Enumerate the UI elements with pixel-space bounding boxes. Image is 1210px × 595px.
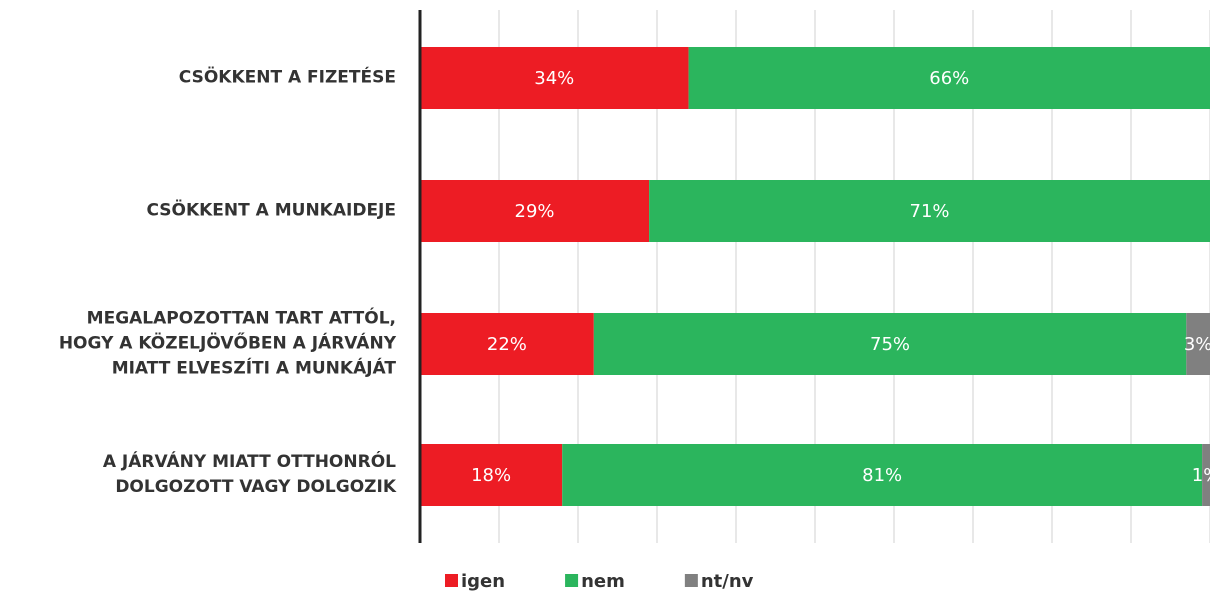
bar-segment [420,444,563,506]
data-label: 29% [515,201,555,222]
bar-segment [562,444,1203,506]
category-label: CSÖKKENT A MUNKAIDEJE [146,200,396,221]
data-label: 34% [534,68,574,89]
legend-swatch [445,574,458,587]
bar-segment [688,47,1210,109]
bar-segment [1186,313,1210,375]
category-label: A JÁRVÁNY MIATT OTTHONRÓL DOLGOZOTT VAGY… [102,452,396,497]
bar-segment [649,180,1210,242]
legend-label: nt/nv [701,571,754,592]
data-label: 22% [487,334,527,355]
data-label: 18% [471,465,511,486]
legend-swatch [565,574,579,587]
data-label: 66% [929,68,969,89]
bar-segment [420,313,594,375]
legend-swatch [684,574,698,587]
data-label: 81% [862,465,902,486]
data-label: 71% [910,201,950,222]
bar-segment [420,47,689,109]
data-label: 75% [870,334,910,355]
category-label: MEGALAPOZOTTAN TART ATTÓL, HOGY A KÖZELJ… [58,308,396,379]
bar-segment [593,313,1187,375]
category-label: CSÖKKENT A FIZETÉSE [178,67,396,88]
data-label: 3% [1184,334,1210,355]
data-label: 1% [1192,465,1210,486]
legend-label: nem [581,571,625,592]
bar-segment [420,180,650,242]
legend-label: igen [461,571,505,592]
bar-segment [1202,444,1210,506]
